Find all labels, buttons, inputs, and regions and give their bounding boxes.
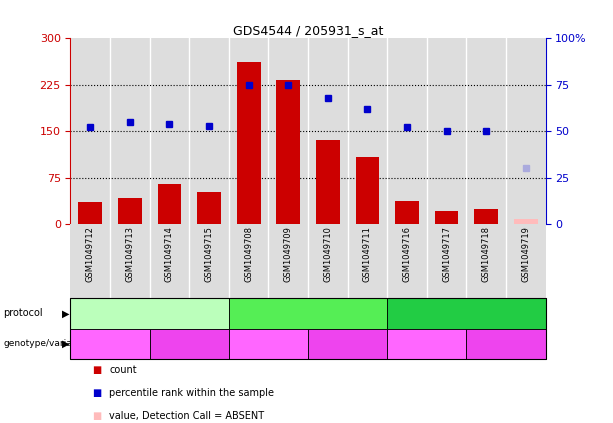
Text: cultured: cultured	[131, 309, 169, 318]
Text: GSM1049709: GSM1049709	[284, 226, 293, 282]
Text: re-cultured after NOD.Scid
expansion: re-cultured after NOD.Scid expansion	[406, 304, 527, 323]
Text: GRK2-K220R: GRK2-K220R	[162, 339, 216, 349]
Text: GSM1049715: GSM1049715	[205, 226, 213, 282]
Bar	[118, 198, 142, 224]
Text: GSM1049718: GSM1049718	[482, 226, 490, 283]
Text: ▶: ▶	[62, 308, 69, 319]
Text: GSM1049713: GSM1049713	[126, 226, 134, 283]
Text: GSM1049711: GSM1049711	[363, 226, 372, 282]
Text: GSM1049708: GSM1049708	[244, 226, 253, 283]
Bar	[348, 38, 387, 224]
Bar	[427, 38, 466, 224]
Text: count: count	[109, 365, 137, 375]
Bar	[356, 157, 379, 224]
Text: GSM1049712: GSM1049712	[86, 226, 95, 282]
Bar	[316, 140, 340, 224]
Text: GRK2-K220R: GRK2-K220R	[479, 339, 533, 349]
Bar	[514, 219, 538, 224]
Bar	[276, 80, 300, 224]
Text: GSM1049717: GSM1049717	[442, 226, 451, 283]
Title: GDS4544 / 205931_s_at: GDS4544 / 205931_s_at	[233, 24, 383, 37]
Text: GSM1049714: GSM1049714	[165, 226, 174, 282]
Text: GRK2: GRK2	[413, 339, 440, 349]
Bar	[78, 203, 102, 224]
Text: GRK2-K220R: GRK2-K220R	[321, 339, 375, 349]
Bar	[150, 38, 189, 224]
Bar	[158, 184, 181, 224]
Bar	[435, 211, 459, 224]
Bar	[387, 38, 427, 224]
Text: GSM1049716: GSM1049716	[403, 226, 411, 283]
Text: GSM1049719: GSM1049719	[521, 226, 530, 282]
Bar	[308, 38, 348, 224]
Bar	[189, 38, 229, 224]
Bar	[395, 201, 419, 224]
Text: GRK2: GRK2	[255, 339, 282, 349]
Text: value, Detection Call = ABSENT: value, Detection Call = ABSENT	[109, 411, 264, 421]
Text: ■: ■	[92, 411, 101, 421]
Text: ▶: ▶	[62, 339, 69, 349]
Bar	[466, 38, 506, 224]
Text: protocol: protocol	[3, 308, 43, 319]
Bar	[229, 38, 268, 224]
Bar	[70, 38, 110, 224]
Text: GRK2: GRK2	[97, 339, 124, 349]
Text: ■: ■	[92, 365, 101, 375]
Bar	[474, 209, 498, 224]
Bar	[237, 62, 261, 224]
Bar	[506, 38, 546, 224]
Text: NOD.Scid mouse-expanded: NOD.Scid mouse-expanded	[246, 309, 370, 318]
Text: GSM1049710: GSM1049710	[323, 226, 332, 282]
Bar	[197, 192, 221, 224]
Text: ■: ■	[92, 388, 101, 398]
Text: genotype/variation: genotype/variation	[3, 339, 89, 349]
Bar	[268, 38, 308, 224]
Text: percentile rank within the sample: percentile rank within the sample	[109, 388, 274, 398]
Bar	[110, 38, 150, 224]
